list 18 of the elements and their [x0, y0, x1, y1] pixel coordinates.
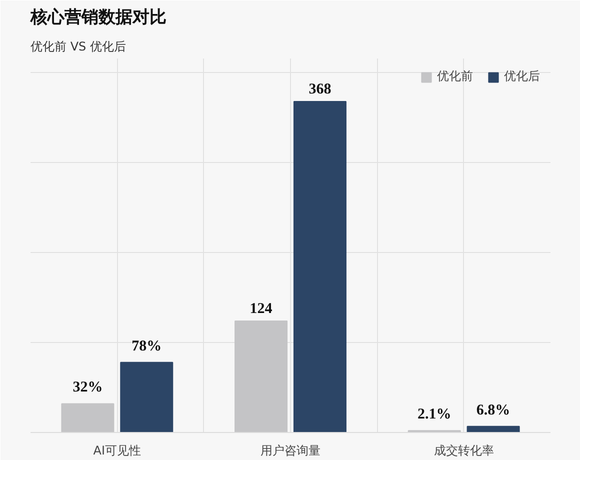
data-label: 2.1%: [417, 406, 452, 423]
legend-label: 优化前: [437, 68, 473, 85]
data-label: 124: [250, 300, 273, 317]
chart-subtitle: 优化前 VS 优化后: [30, 40, 126, 54]
chart-title: 核心营销数据对比: [30, 8, 166, 28]
x-tick-label: 用户咨询量: [260, 444, 320, 458]
legend-label: 优化后: [504, 68, 540, 85]
data-label: 78%: [132, 338, 162, 354]
bar: [234, 320, 288, 432]
bar: [61, 403, 114, 432]
bar: [466, 426, 520, 432]
bar: [120, 362, 174, 432]
x-tick-label: 成交转化率: [434, 444, 494, 458]
data-label: 6.8%: [476, 402, 510, 418]
data-label: 32%: [72, 380, 103, 396]
data-label: 368: [308, 82, 332, 98]
x-tick-label: AI可见性: [93, 444, 142, 458]
bar: [293, 101, 346, 432]
